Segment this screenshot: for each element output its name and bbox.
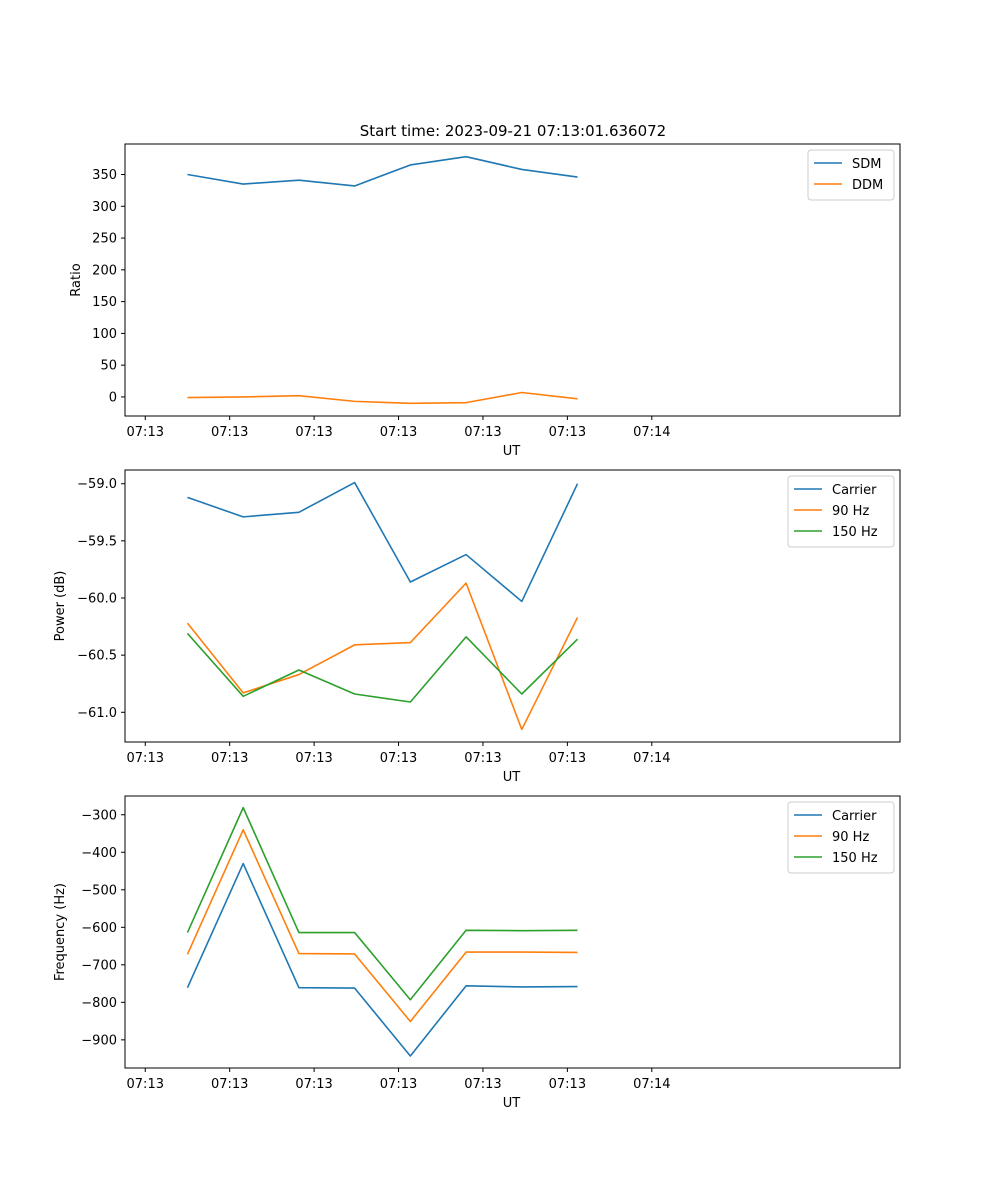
y-tick-label: −500: [81, 883, 117, 898]
legend-label: SDM: [852, 157, 881, 172]
x-axis-label: UT: [503, 444, 521, 459]
x-axis-label: UT: [503, 1096, 521, 1111]
legend-label: Carrier: [832, 483, 877, 498]
frequency-panel: 07:13 07:13 07:13 07:13 07:13 07:13 07:14 −900 −…: [53, 795, 901, 1111]
y-axis-label: Ratio: [69, 263, 84, 296]
series-line-sdm: [187, 155, 578, 187]
y-tick-label: −61.0: [77, 706, 117, 721]
x-tick-label: 07:14: [633, 425, 670, 440]
y-tick-label: −900: [81, 1033, 117, 1048]
legend: SDM DDM: [807, 149, 895, 201]
y-axis-label: Frequency (Hz): [53, 883, 68, 981]
x-tick-label: 07:13: [127, 425, 164, 440]
series-line-carrier: [187, 481, 579, 603]
figure-title: Start time: 2023-09-21 07:13:01.636072: [360, 122, 666, 140]
y-tick-label: −300: [81, 808, 117, 823]
axes-frame: [124, 795, 901, 1069]
legend-label: 150 Hz: [832, 851, 878, 866]
power-panel: 07:13 07:13 07:13 07:13 07:13 07:13 07:14 −61.0…: [53, 469, 901, 785]
legend: Carrier 90 Hz 150 Hz: [787, 475, 895, 548]
x-tick-label: 07:13: [295, 425, 332, 440]
y-tick-label: 50: [100, 359, 117, 374]
y-tick-label: −600: [81, 921, 117, 936]
series-line-150-hz: [186, 806, 578, 1001]
x-tick-label: 07:13: [211, 1077, 248, 1092]
y-tick-label: −60.5: [77, 649, 117, 664]
series-line-90-hz: [186, 582, 579, 731]
y-tick-label: 0: [109, 390, 117, 405]
legend-label: 150 Hz: [832, 525, 878, 540]
x-tick-label: 07:13: [211, 425, 248, 440]
y-tick-label: 150: [92, 295, 117, 310]
x-tick-label: 07:13: [295, 1077, 332, 1092]
x-tick-label: 07:14: [633, 751, 670, 766]
x-tick-label: 07:13: [380, 425, 417, 440]
x-tick-label: 07:13: [464, 751, 501, 766]
y-tick-label: 200: [92, 263, 117, 278]
x-tick-label: 07:13: [549, 751, 586, 766]
y-tick-label: −800: [81, 996, 117, 1011]
series-line-90-hz: [186, 828, 578, 1023]
legend: Carrier 90 Hz 150 Hz: [787, 801, 895, 874]
x-axis-label: UT: [503, 770, 521, 785]
x-tick-label: 07:13: [380, 1077, 417, 1092]
x-tick-label: 07:13: [295, 751, 332, 766]
legend-box: [787, 801, 895, 874]
y-axis-label: Power (dB): [53, 571, 68, 642]
y-tick-label: −400: [81, 846, 117, 861]
series-line-ddm: [187, 391, 578, 405]
x-tick-label: 07:13: [549, 1077, 586, 1092]
y-tick-label: −700: [81, 958, 117, 973]
ratio-panel: 07:13 07:13 07:13 07:13 07:13 07:13 07:14 0 50 10…: [69, 143, 901, 459]
x-tick-label: 07:13: [380, 751, 417, 766]
y-tick-label: 250: [92, 232, 117, 247]
y-tick-label: −59.5: [77, 534, 117, 549]
x-tick-label: 07:13: [211, 751, 248, 766]
x-tick-label: 07:13: [464, 1077, 501, 1092]
x-tick-label: 07:13: [127, 1077, 164, 1092]
legend-label: 90 Hz: [832, 830, 869, 845]
y-tick-label: 300: [92, 200, 117, 215]
y-tick-label: 100: [92, 327, 117, 342]
legend-box: [787, 475, 895, 548]
legend-label: DDM: [852, 178, 883, 193]
y-tick-label: 350: [92, 168, 117, 183]
x-tick-label: 07:13: [549, 425, 586, 440]
axes-frame: [124, 143, 901, 417]
series-line-carrier: [186, 862, 578, 1057]
x-tick-label: 07:14: [633, 1077, 670, 1092]
y-tick-label: −60.0: [77, 592, 117, 607]
axes-frame: [124, 469, 901, 743]
x-tick-label: 07:13: [127, 751, 164, 766]
series-line-150-hz: [186, 632, 579, 703]
legend-label: Carrier: [832, 809, 877, 824]
y-tick-label: −59.0: [77, 477, 117, 492]
x-tick-label: 07:13: [464, 425, 501, 440]
legend-label: 90 Hz: [832, 504, 869, 519]
